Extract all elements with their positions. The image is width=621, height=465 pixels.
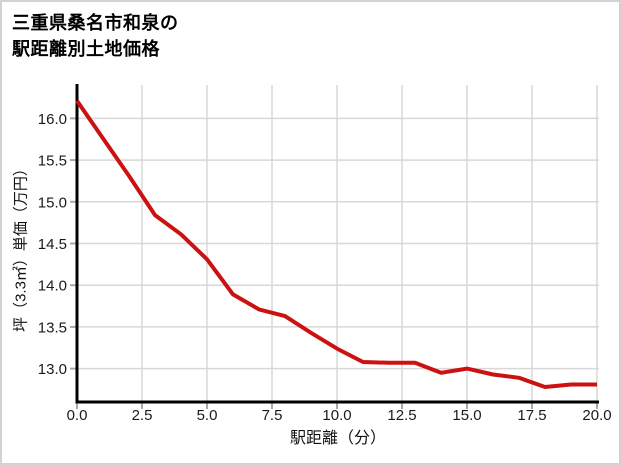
price-line <box>75 99 597 389</box>
chart-title-line1: 三重県桑名市和泉の <box>12 13 179 33</box>
y-tick-label: 13.5 <box>38 319 67 336</box>
x-tick-label: 2.5 <box>132 407 153 424</box>
x-tick-label: 12.5 <box>387 407 416 424</box>
chart-title-line2: 駅距離別土地価格 <box>12 39 160 59</box>
x-tick-label: 20.0 <box>582 407 611 424</box>
x-tick-label: 10.0 <box>322 407 351 424</box>
x-axis-label: 駅距離（分） <box>289 430 386 447</box>
x-tick-label: 0.0 <box>67 407 88 424</box>
y-tick-label: 14.5 <box>38 236 67 253</box>
x-tick-label: 7.5 <box>262 407 283 424</box>
y-tick-label: 16.0 <box>38 111 67 128</box>
x-tick-label: 5.0 <box>197 407 218 424</box>
x-tick-label: 15.0 <box>452 407 481 424</box>
y-axis-label: 坪（3.3㎡）単価（万円） <box>12 161 30 332</box>
x-tick-label: 17.5 <box>517 407 546 424</box>
y-tick-label: 15.5 <box>38 153 67 170</box>
chart-title: 三重県桑名市和泉の 駅距離別土地価格 <box>12 10 179 62</box>
y-tick-label: 13.0 <box>38 361 67 378</box>
y-tick-label: 15.0 <box>38 194 67 211</box>
y-tick-label: 14.0 <box>38 278 67 295</box>
